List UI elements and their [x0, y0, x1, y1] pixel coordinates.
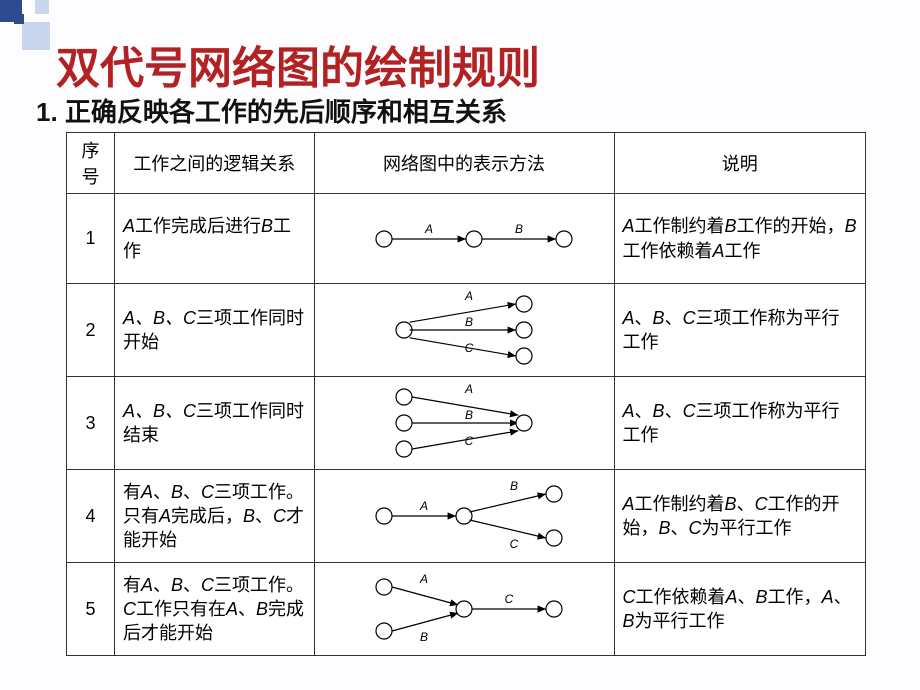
- svg-text:B: B: [510, 479, 518, 493]
- cell-logic: 有A、B、C三项工作。只有A完成后，B、C才能开始: [114, 470, 314, 563]
- table-header-row: 序号 工作之间的逻辑关系 网络图中的表示方法 说明: [67, 133, 866, 194]
- svg-text:B: B: [465, 315, 473, 329]
- cell-desc: A、B、C三项工作称为平行工作: [614, 377, 865, 470]
- cell-desc: A工作制约着B工作的开始，B工作依赖着A工作: [614, 194, 865, 284]
- header-num: 序号: [67, 133, 115, 194]
- table-row: 5有A、B、C三项工作。C工作只有在A、B完成后才能开始 A B C C工作依赖着A、B…: [67, 563, 866, 656]
- svg-text:A: A: [424, 222, 433, 236]
- cell-diagram: A B C: [314, 470, 614, 563]
- cell-desc: A工作制约着B、C工作的开始，B、C为平行工作: [614, 470, 865, 563]
- svg-text:C: C: [465, 341, 474, 355]
- cell-num: 3: [67, 377, 115, 470]
- cell-num: 1: [67, 194, 115, 284]
- header-logic: 工作之间的逻辑关系: [114, 133, 314, 194]
- cell-logic: A工作完成后进行B工作: [114, 194, 314, 284]
- table-row: 3A、B、C三项工作同时结束ABCA、B、C三项工作称为平行工作: [67, 377, 866, 470]
- svg-text:C: C: [465, 434, 474, 448]
- svg-text:C: C: [505, 592, 514, 606]
- svg-text:A: A: [419, 499, 428, 513]
- table-row: 2A、B、C三项工作同时开始ABCA、B、C三项工作称为平行工作: [67, 284, 866, 377]
- page-title: 双代号网络图的绘制规则: [56, 32, 540, 96]
- cell-num: 2: [67, 284, 115, 377]
- cell-diagram: ABC: [314, 284, 614, 377]
- table-row: 4有A、B、C三项工作。只有A完成后，B、C才能开始 A B C A工作制约着B、C工作…: [67, 470, 866, 563]
- svg-text:B: B: [515, 222, 523, 236]
- header-desc: 说明: [614, 133, 865, 194]
- cell-logic: 有A、B、C三项工作。C工作只有在A、B完成后才能开始: [114, 563, 314, 656]
- cell-desc: A、B、C三项工作称为平行工作: [614, 284, 865, 377]
- rules-table: 序号 工作之间的逻辑关系 网络图中的表示方法 说明 1A工作完成后进行B工作AB…: [66, 132, 866, 656]
- svg-text:B: B: [420, 630, 428, 644]
- cell-diagram: A B C: [314, 563, 614, 656]
- cell-diagram: ABC: [314, 377, 614, 470]
- svg-text:B: B: [465, 408, 473, 422]
- svg-text:A: A: [464, 382, 473, 396]
- svg-text:A: A: [419, 572, 428, 586]
- cell-desc: C工作依赖着A、B工作，A、B为平行工作: [614, 563, 865, 656]
- cell-num: 4: [67, 470, 115, 563]
- cell-diagram: AB: [314, 194, 614, 284]
- svg-text:A: A: [464, 289, 473, 303]
- cell-logic: A、B、C三项工作同时开始: [114, 284, 314, 377]
- cell-num: 5: [67, 563, 115, 656]
- svg-text:C: C: [510, 537, 519, 551]
- header-diagram: 网络图中的表示方法: [314, 133, 614, 194]
- table-row: 1A工作完成后进行B工作ABA工作制约着B工作的开始，B工作依赖着A工作: [67, 194, 866, 284]
- cell-logic: A、B、C三项工作同时结束: [114, 377, 314, 470]
- page-subtitle: 1. 正确反映各工作的先后顺序和相互关系: [36, 92, 507, 129]
